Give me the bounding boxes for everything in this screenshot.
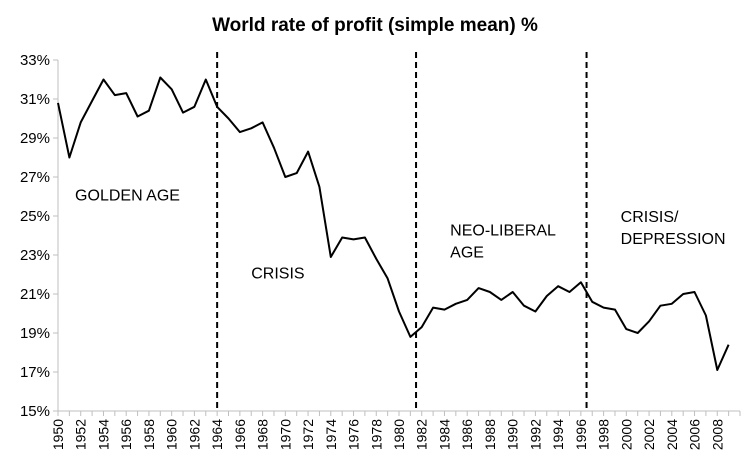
x-tick-label: 1998 xyxy=(596,419,612,450)
y-tick-label: 19% xyxy=(20,325,50,342)
x-tick-label: 1986 xyxy=(459,419,475,450)
x-tick-label: 1970 xyxy=(277,419,293,450)
x-tick-label: 1988 xyxy=(482,419,498,450)
x-tick-label: 1950 xyxy=(50,419,66,450)
x-tick-label: 2004 xyxy=(664,419,680,450)
x-tick-label: 2008 xyxy=(709,419,725,450)
y-tick-label: 23% xyxy=(20,247,50,264)
y-tick-label: 25% xyxy=(20,208,50,225)
x-tick-label: 1956 xyxy=(118,419,134,450)
x-tick-label: 1980 xyxy=(391,419,407,450)
y-tick-label: 17% xyxy=(20,364,50,381)
chart-title: World rate of profit (simple mean) % xyxy=(212,15,538,36)
period-annotation: CRISIS xyxy=(251,265,304,282)
x-tick-label: 1964 xyxy=(209,419,225,450)
x-tick-label: 1982 xyxy=(414,419,430,450)
x-tick-label: 2006 xyxy=(687,419,703,450)
x-tick-label: 1962 xyxy=(186,419,202,450)
x-tick-label: 1960 xyxy=(164,419,180,450)
x-tick-label: 1952 xyxy=(73,419,89,450)
x-tick-label: 1984 xyxy=(436,419,452,450)
y-tick-label: 29% xyxy=(20,130,50,147)
x-tick-label: 1966 xyxy=(232,419,248,450)
period-annotation: DEPRESSION xyxy=(621,231,726,248)
period-annotation: AGE xyxy=(450,245,484,262)
period-annotation: GOLDEN AGE xyxy=(75,187,180,204)
x-tick-label: 1978 xyxy=(368,419,384,450)
profit-rate-line xyxy=(57,76,730,371)
x-tick-label: 1958 xyxy=(141,419,157,450)
period-annotation: CRISIS/ xyxy=(621,209,679,226)
y-tick-label: 31% xyxy=(20,91,50,108)
y-tick-label: 33% xyxy=(20,52,50,69)
y-tick-label: 15% xyxy=(20,403,50,420)
x-tick-label: 1990 xyxy=(505,419,521,450)
x-tick-label: 1954 xyxy=(95,419,111,450)
y-tick-label: 21% xyxy=(20,286,50,303)
x-tick-label: 1996 xyxy=(573,419,589,450)
x-tick-label: 1972 xyxy=(300,419,316,450)
x-tick-label: 1974 xyxy=(323,419,339,450)
x-tick-label: 1994 xyxy=(550,419,566,450)
x-tick-label: 1968 xyxy=(255,419,271,450)
x-tick-label: 1976 xyxy=(346,419,362,450)
period-annotation: NEO-LIBERAL xyxy=(450,223,556,240)
x-tick-label: 2002 xyxy=(641,419,657,450)
y-tick-label: 27% xyxy=(20,169,50,186)
x-tick-label: 1992 xyxy=(527,419,543,450)
x-tick-label: 2000 xyxy=(618,419,634,450)
